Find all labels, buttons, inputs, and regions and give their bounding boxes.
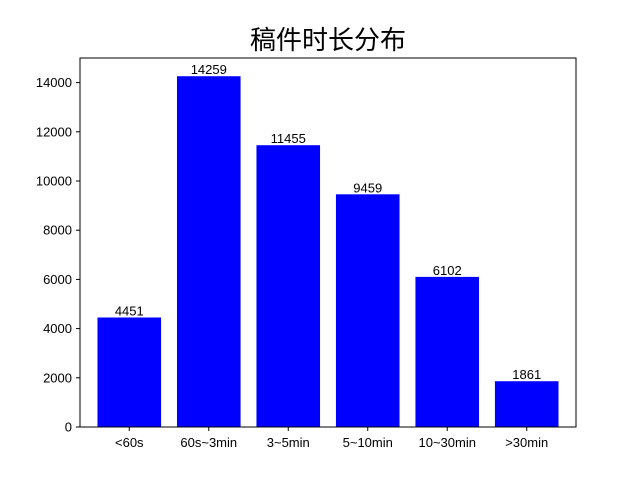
y-tick-label: 2000: [43, 370, 72, 385]
x-axis: <60s 60s~3min 3~5min 5~10min 10~30min >30min: [115, 427, 548, 450]
bar-4: [415, 276, 480, 427]
bar-0: [97, 317, 162, 427]
y-tick-label: 8000: [43, 223, 72, 238]
y-tick-label: 0: [65, 420, 72, 435]
bar-1: [176, 76, 241, 427]
bar-value-label: 14259: [191, 62, 227, 77]
bar-value-label: 11455: [271, 131, 306, 146]
bar-value-label: 4451: [115, 304, 144, 319]
y-tick-label: 4000: [43, 321, 72, 336]
bars-layer: [97, 76, 559, 427]
x-tick-label: 10~30min: [418, 435, 475, 450]
y-tick-label: 10000: [36, 174, 72, 189]
y-tick-label: 14000: [36, 75, 72, 90]
x-tick-label: 3~5min: [267, 435, 310, 450]
x-tick-label: 60s~3min: [180, 435, 237, 450]
bar-value-label: 9459: [353, 180, 382, 195]
bar-5: [494, 381, 559, 427]
x-tick-label: 5~10min: [343, 435, 393, 450]
bar-value-label: 1861: [512, 367, 541, 382]
bar-2: [256, 145, 321, 427]
bar-value-label: 6102: [433, 263, 462, 278]
chart-title: 稿件时长分布: [249, 26, 406, 56]
bar-3: [335, 194, 400, 427]
x-tick-label: >30min: [505, 435, 548, 450]
x-tick-label: <60s: [115, 435, 144, 450]
y-tick-label: 6000: [43, 272, 72, 287]
plot-frame: [79, 57, 577, 428]
y-tick-label: 12000: [36, 124, 72, 139]
y-axis: 0 2000 4000 6000 8000 10000 12000 14000: [36, 75, 80, 435]
data-labels-layer: 4451 14259 11455 9459 6102 1861: [115, 62, 541, 382]
